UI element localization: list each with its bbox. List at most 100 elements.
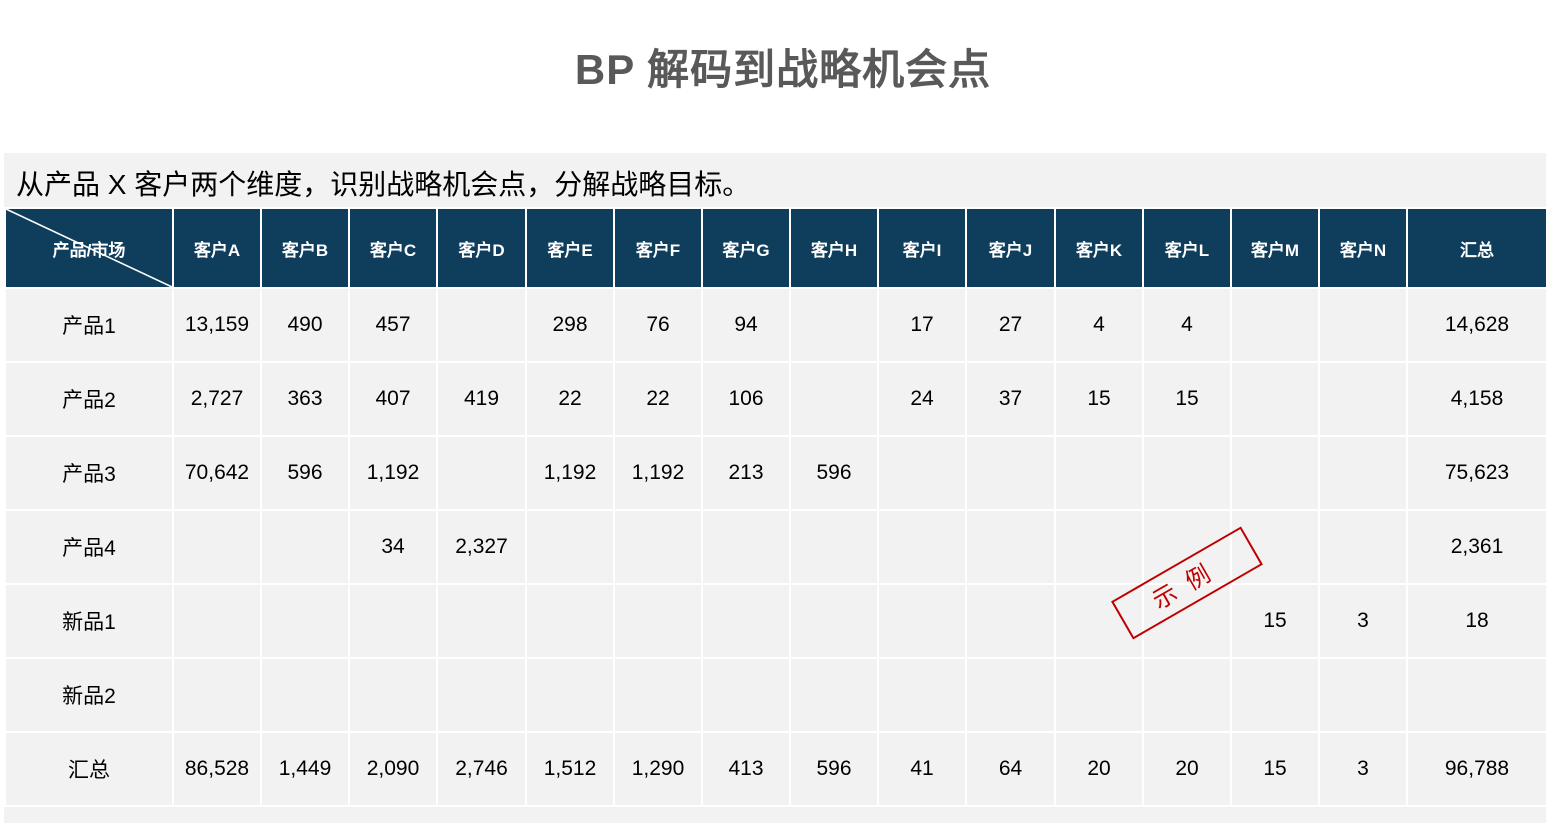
row-label: 产品3: [4, 435, 174, 511]
table-cell: [789, 287, 879, 363]
table-cell: [348, 583, 438, 659]
table-cell: [436, 657, 527, 733]
table-cell: [789, 583, 879, 659]
table-cell: 106: [701, 361, 791, 437]
table-cell: 94: [701, 287, 791, 363]
table-cell: [525, 657, 615, 733]
table-cell: [1230, 435, 1320, 511]
table-cell: 3: [1318, 731, 1408, 807]
table-cell: [789, 361, 879, 437]
table-cell: 413: [701, 731, 791, 807]
table-row: 产品4 34 2,327 2,361: [4, 509, 1548, 585]
column-header: 客户K: [1054, 207, 1144, 289]
table-cell: 86,528: [172, 731, 262, 807]
table-cell: 596: [789, 731, 879, 807]
table-cell: [613, 509, 703, 585]
table-cell: [1054, 509, 1144, 585]
table-cell: [789, 509, 879, 585]
table-row: 汇总 86,528 1,449 2,090 2,746 1,512 1,290 413 596 4…: [4, 731, 1548, 807]
diagonal-divider: [7, 210, 171, 286]
table-cell: [1318, 657, 1408, 733]
table-cell: 22: [525, 361, 615, 437]
table-cell: 14,628: [1406, 287, 1548, 363]
table-header-row: 产品/市场 客户A 客户B 客户C 客户D 客户E 客户F 客户G 客户H 客户I 客户J 客户K 客…: [4, 207, 1548, 289]
table-cell: 596: [789, 435, 879, 511]
table-cell: [613, 657, 703, 733]
subtitle: 从产品 X 客户两个维度，识别战略机会点，分解战略目标。: [16, 169, 751, 200]
table-cell: [1142, 435, 1232, 511]
table-cell: 4: [1142, 287, 1232, 363]
table-cell: [260, 657, 350, 733]
table-cell: [1230, 361, 1320, 437]
table-cell: 41: [877, 731, 967, 807]
table-cell: 1,449: [260, 731, 350, 807]
row-label: 汇总: [4, 731, 174, 807]
table-cell: [1054, 657, 1144, 733]
content-panel: 从产品 X 客户两个维度，识别战略机会点，分解战略目标。 产品/市场 客: [4, 153, 1548, 823]
column-header: 客户C: [348, 207, 438, 289]
table-row: 新品1 15 3 18: [4, 583, 1548, 659]
table-cell: [1230, 657, 1320, 733]
table-cell: [701, 657, 791, 733]
table-cell: 76: [613, 287, 703, 363]
table-cell: 15: [1054, 361, 1144, 437]
table-cell: [877, 435, 967, 511]
table-cell: [1406, 657, 1548, 733]
table-cell: 363: [260, 361, 350, 437]
column-header: 客户B: [260, 207, 350, 289]
table-cell: 4,158: [1406, 361, 1548, 437]
table-cell: [260, 583, 350, 659]
row-label: 新品1: [4, 583, 174, 659]
table-cell: 419: [436, 361, 527, 437]
table-body: 产品1 13,159 490 457 298 76 94 17 27 4 4 14,628 产品2 2,7…: [4, 287, 1548, 807]
table-cell: 2,361: [1406, 509, 1548, 585]
table-cell: 15: [1230, 583, 1320, 659]
table-cell: 22: [613, 361, 703, 437]
table-cell: 1,192: [348, 435, 438, 511]
table-cell: 596: [260, 435, 350, 511]
column-header: 客户F: [613, 207, 703, 289]
table-cell: [525, 583, 615, 659]
column-header: 客户N: [1318, 207, 1408, 289]
table-cell: [436, 583, 527, 659]
table-row: 新品2: [4, 657, 1548, 733]
corner-header: 产品/市场: [4, 207, 174, 289]
page-title: BP 解码到战略机会点: [574, 46, 992, 93]
table-cell: 64: [965, 731, 1056, 807]
table-cell: [701, 583, 791, 659]
table-cell: 2,327: [436, 509, 527, 585]
table-cell: [965, 435, 1056, 511]
table-cell: [701, 509, 791, 585]
table-cell: 18: [1406, 583, 1548, 659]
table-cell: 213: [701, 435, 791, 511]
table-cell: 34: [348, 509, 438, 585]
table-cell: [877, 657, 967, 733]
table-cell: 17: [877, 287, 967, 363]
table-cell: [877, 509, 967, 585]
column-header: 客户E: [525, 207, 615, 289]
table-cell: 4: [1054, 287, 1144, 363]
table-cell: 15: [1142, 361, 1232, 437]
table-cell: [965, 509, 1056, 585]
table-row: 产品2 2,727 363 407 419 22 22 106 24 37 15 15 4,158: [4, 361, 1548, 437]
column-header: 客户L: [1142, 207, 1232, 289]
table-cell: [1054, 583, 1144, 659]
row-label: 产品1: [4, 287, 174, 363]
table-cell: [525, 509, 615, 585]
table-cell: 2,727: [172, 361, 262, 437]
table-cell: 15: [1230, 731, 1320, 807]
table-cell: [348, 657, 438, 733]
column-header: 客户A: [172, 207, 262, 289]
table-cell: 2,090: [348, 731, 438, 807]
table-cell: [789, 657, 879, 733]
table-cell: 96,788: [1406, 731, 1548, 807]
table-cell: 407: [348, 361, 438, 437]
table-cell: 1,192: [613, 435, 703, 511]
table-cell: [1318, 287, 1408, 363]
table-cell: 490: [260, 287, 350, 363]
table-cell: 298: [525, 287, 615, 363]
table-cell: 27: [965, 287, 1056, 363]
table-cell: [172, 657, 262, 733]
table-cell: [1142, 583, 1232, 659]
